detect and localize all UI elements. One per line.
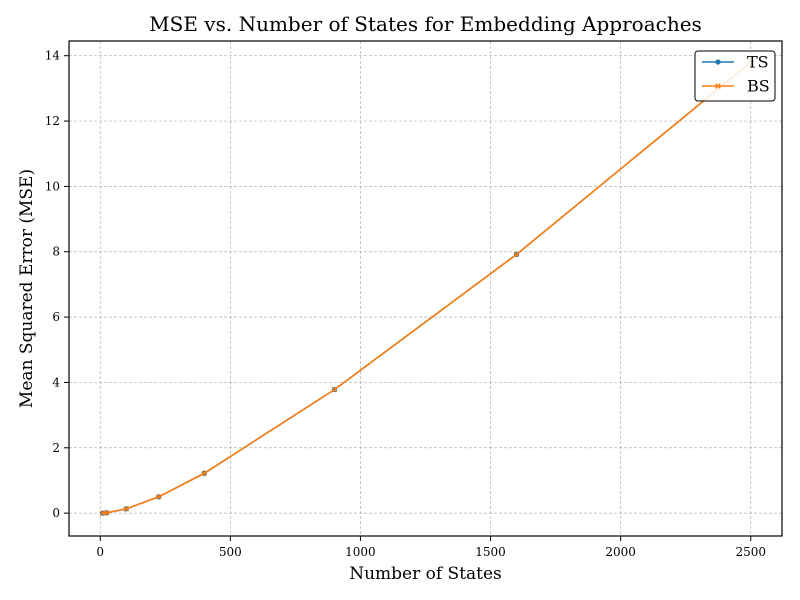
data-point-bs [331,386,338,393]
plot-frame [68,40,783,537]
y-tick-label: 8 [52,245,60,259]
y-tick-label: 0 [52,506,60,520]
y-axis-label: Mean Squared Error (MSE) [17,169,37,408]
y-tick-label: 6 [52,310,60,324]
y-tick-label: 14 [45,49,61,63]
legend-label-bs: BS [747,77,770,96]
y-tick-label: 10 [45,179,60,193]
x-tick-label: 500 [219,545,242,559]
legend-entry-ts: TS [702,53,769,72]
x-tick-label: 2000 [605,545,636,559]
legend-marker-ts [715,59,721,65]
series-ts [99,59,754,516]
series-line-ts [102,61,752,514]
y-tick-label: 4 [52,375,60,389]
x-tick-label: 2500 [736,545,767,559]
y-tick-label: 2 [52,441,60,455]
series-layer [99,59,754,516]
x-tick-label: 1000 [345,545,376,559]
legend-marker-bs [715,83,721,89]
series-line-bs [102,61,752,514]
data-point-bs [123,506,130,512]
data-point-bs [513,251,520,258]
x-axis-label: Number of States [349,564,502,584]
x-tick-label: 0 [96,545,104,559]
series-bs [99,59,754,516]
grid-lines [69,41,782,536]
chart-title: MSE vs. Number of States for Embedding A… [149,12,702,36]
axis-ticks: 0 500 1000 1500 2000 2500 0 2 4 6 8 10 12 14 [45,49,766,559]
legend-entry-bs: BS [702,77,770,96]
data-point-bs [103,510,110,516]
data-point-bs [156,494,162,500]
x-tick-label: 1500 [475,545,506,559]
y-tick-label: 12 [45,114,60,128]
legend-label-ts: TS [747,53,769,72]
data-point-bs [201,470,208,477]
legend: TS BS [694,50,776,102]
legend-box [694,50,776,102]
